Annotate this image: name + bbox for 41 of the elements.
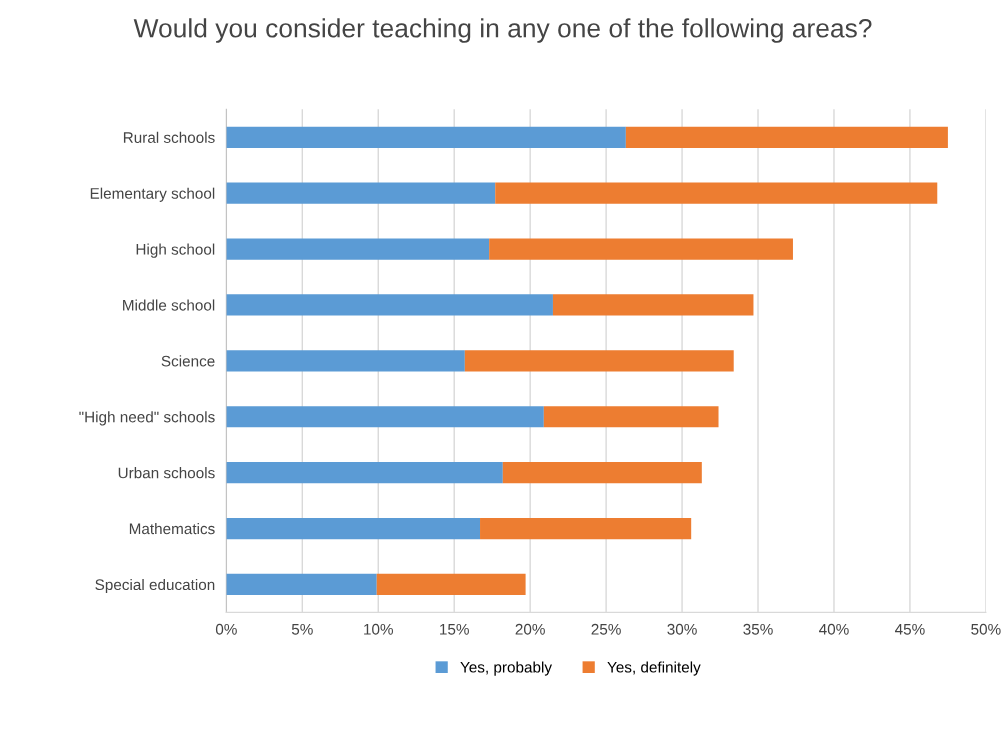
y-tick-label: High school <box>136 243 215 258</box>
bar <box>226 294 553 316</box>
bar <box>226 573 377 596</box>
y-tick-label: Rural schools <box>123 131 215 143</box>
x-tick-label: 25% <box>591 623 621 635</box>
legend-label: Yes, definitely <box>607 661 701 676</box>
bar <box>226 126 626 148</box>
x-tick-label: 20% <box>515 623 545 635</box>
bar <box>226 350 465 372</box>
bar <box>552 294 754 316</box>
bar <box>543 406 719 428</box>
chart-title: Would you consider teaching in any one of the following areas? <box>133 18 872 43</box>
bar <box>480 517 692 540</box>
legend-label: Yes, probably <box>460 661 552 676</box>
y-tick-label: Middle school <box>123 299 215 311</box>
x-tick-label: 35% <box>743 623 773 635</box>
x-tick-label: 30% <box>667 623 697 635</box>
bar <box>489 238 793 260</box>
y-tick-label: Elementary school <box>90 187 215 202</box>
bar <box>502 462 702 484</box>
x-tick-label: 40% <box>819 623 849 635</box>
x-tick-label: 45% <box>894 623 925 635</box>
y-tick-label: Special education <box>95 578 215 594</box>
bar <box>226 182 496 204</box>
x-tick-label: 15% <box>440 623 469 635</box>
y-tick-label: Urban schools <box>118 467 215 479</box>
y-tick-label: "High need" schools <box>79 411 215 426</box>
bar <box>376 573 526 596</box>
bar <box>625 126 948 148</box>
bar <box>464 350 734 372</box>
y-tick-label: Science <box>161 355 215 367</box>
bar <box>226 406 544 428</box>
x-tick-label: 0% <box>215 623 237 635</box>
y-tick-label: Mathematics <box>129 522 215 535</box>
x-tick-label: 50% <box>971 623 1001 635</box>
bar <box>226 238 490 260</box>
bar <box>495 182 938 204</box>
bar <box>226 517 481 540</box>
bar <box>226 462 503 484</box>
x-tick-label: 10% <box>364 623 393 635</box>
x-tick-label: 5% <box>291 623 313 635</box>
